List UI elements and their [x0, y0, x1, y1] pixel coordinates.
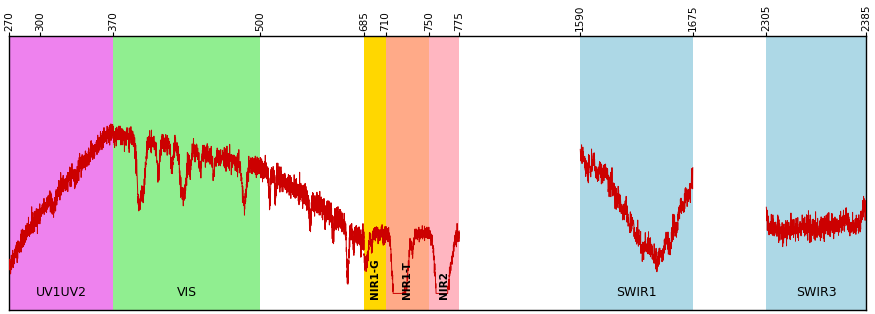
Bar	[429, 36, 459, 310]
Text: VIS: VIS	[177, 286, 197, 299]
Text: NIR1-G: NIR1-G	[370, 258, 380, 299]
Bar	[386, 36, 429, 310]
Text: SWIR1: SWIR1	[616, 286, 657, 299]
Bar	[766, 36, 866, 310]
Text: NIR2: NIR2	[439, 271, 449, 299]
Text: SWIR3: SWIR3	[795, 286, 836, 299]
Text: UV1UV2: UV1UV2	[36, 286, 87, 299]
Bar	[9, 36, 113, 310]
Bar	[113, 36, 260, 310]
Bar	[580, 36, 693, 310]
Text: NIR1-T: NIR1-T	[402, 261, 412, 299]
Bar	[364, 36, 386, 310]
